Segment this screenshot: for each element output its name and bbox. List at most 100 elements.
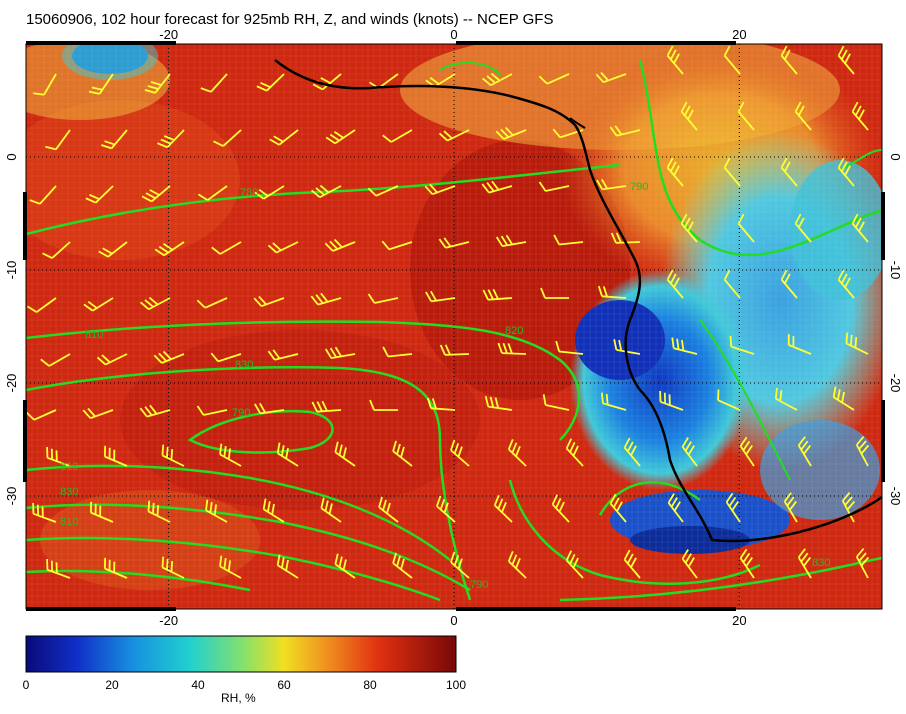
wind-barb xyxy=(737,101,755,131)
wind-barb xyxy=(26,297,57,313)
wind-barb xyxy=(553,234,584,246)
wind-barb xyxy=(29,185,57,205)
contour-label: 830 xyxy=(235,359,253,371)
wind-barb xyxy=(600,392,627,411)
lon-tick-bottom: 20 xyxy=(732,613,746,628)
wind-barb xyxy=(367,185,399,197)
wind-barb xyxy=(211,241,242,255)
wind-barb xyxy=(253,295,285,308)
wind-barb xyxy=(797,548,812,579)
wind-barb xyxy=(32,502,57,523)
wind-barb xyxy=(845,332,869,355)
wind-barb xyxy=(334,553,356,579)
lat-tick-left: -30 xyxy=(4,487,19,506)
wind-barb xyxy=(438,129,470,142)
wind-barb xyxy=(424,183,456,196)
wind-barb xyxy=(382,346,413,358)
contour-label: 790 xyxy=(232,407,250,419)
wind-barb xyxy=(623,549,641,579)
wind-barb xyxy=(439,344,470,356)
wind-barb xyxy=(311,400,342,413)
wind-barb xyxy=(551,494,570,523)
wind-barb xyxy=(565,550,584,579)
wind-barb xyxy=(717,389,741,411)
wind-barb xyxy=(139,404,171,418)
wind-barb xyxy=(671,337,698,355)
colorbar-tick: 80 xyxy=(363,678,377,692)
wind-barb xyxy=(794,213,812,243)
contour-label: 830 xyxy=(812,557,830,569)
wind-barb xyxy=(555,340,584,355)
wind-barb xyxy=(205,499,228,523)
wind-barb xyxy=(837,45,855,75)
wind-barb xyxy=(841,492,856,523)
wind-barb xyxy=(851,101,869,131)
wind-barb xyxy=(254,402,285,415)
wind-barb xyxy=(482,72,513,87)
lat-tick-left: -20 xyxy=(4,374,19,393)
map-title: 15060906, 102 hour forecast for 925mb RH… xyxy=(26,11,554,28)
colorbar-tick: 20 xyxy=(105,678,119,692)
contour-labels: 780 790 810 820 830 790 810 830 810 790 830 xyxy=(60,181,830,591)
wind-barb xyxy=(310,292,342,306)
wind-barb xyxy=(613,339,641,355)
wind-barb xyxy=(780,45,798,75)
frame-bars xyxy=(23,41,885,611)
wind-barb xyxy=(542,394,570,411)
wind-barb xyxy=(392,440,413,467)
wind-barb xyxy=(538,73,570,85)
wind-barb xyxy=(392,552,413,579)
wind-barb xyxy=(595,71,627,84)
wind-barb xyxy=(262,498,285,523)
graticule xyxy=(26,44,882,609)
wind-barb xyxy=(267,349,299,361)
wind-barb xyxy=(680,213,698,243)
lat-tick-right: -30 xyxy=(888,487,903,506)
wind-barb xyxy=(334,441,356,467)
contour-label: 820 xyxy=(505,325,523,337)
wind-barb xyxy=(482,288,513,301)
wind-barb xyxy=(680,101,698,131)
wind-barb xyxy=(666,269,684,299)
wind-barb xyxy=(369,399,398,411)
wind-barb xyxy=(797,436,812,467)
wind-barb xyxy=(45,129,71,151)
wind-barb xyxy=(481,180,513,194)
wind-barb xyxy=(96,353,128,366)
wind-barb xyxy=(538,181,570,192)
wind-barb xyxy=(855,436,870,467)
wind-barb xyxy=(276,442,299,467)
wind-barb xyxy=(196,405,228,416)
wind-barb xyxy=(382,129,413,143)
wind-barb xyxy=(783,492,798,523)
wind-barb xyxy=(450,551,470,579)
wind-barb xyxy=(254,185,285,200)
wind-barb xyxy=(723,157,741,187)
wind-barb xyxy=(851,213,869,243)
contour-label: 790 xyxy=(470,579,488,591)
wind-barb xyxy=(725,492,741,523)
wind-barb xyxy=(597,285,627,299)
wind-barb xyxy=(507,439,527,467)
wind-barb xyxy=(90,501,114,523)
lat-tick-right: 0 xyxy=(888,153,903,160)
wind-barb xyxy=(147,500,171,523)
lon-tick-top: 20 xyxy=(732,27,746,42)
wind-barb xyxy=(426,397,456,411)
wind-barb xyxy=(26,409,57,421)
wind-barb xyxy=(200,73,228,93)
coastline xyxy=(274,59,882,543)
wind-barb xyxy=(320,497,342,523)
wind-barb xyxy=(794,101,812,131)
lat-tick-left: 0 xyxy=(4,153,19,160)
colorbar-label: RH, % xyxy=(221,691,256,705)
wind-barb xyxy=(729,335,755,355)
wind-barb xyxy=(739,548,755,579)
wind-barb xyxy=(141,185,171,203)
wind-barb xyxy=(610,232,641,244)
wind-barb xyxy=(104,557,128,579)
wind-barb xyxy=(450,439,470,467)
wind-barb xyxy=(737,213,755,243)
wind-barb xyxy=(378,496,399,523)
